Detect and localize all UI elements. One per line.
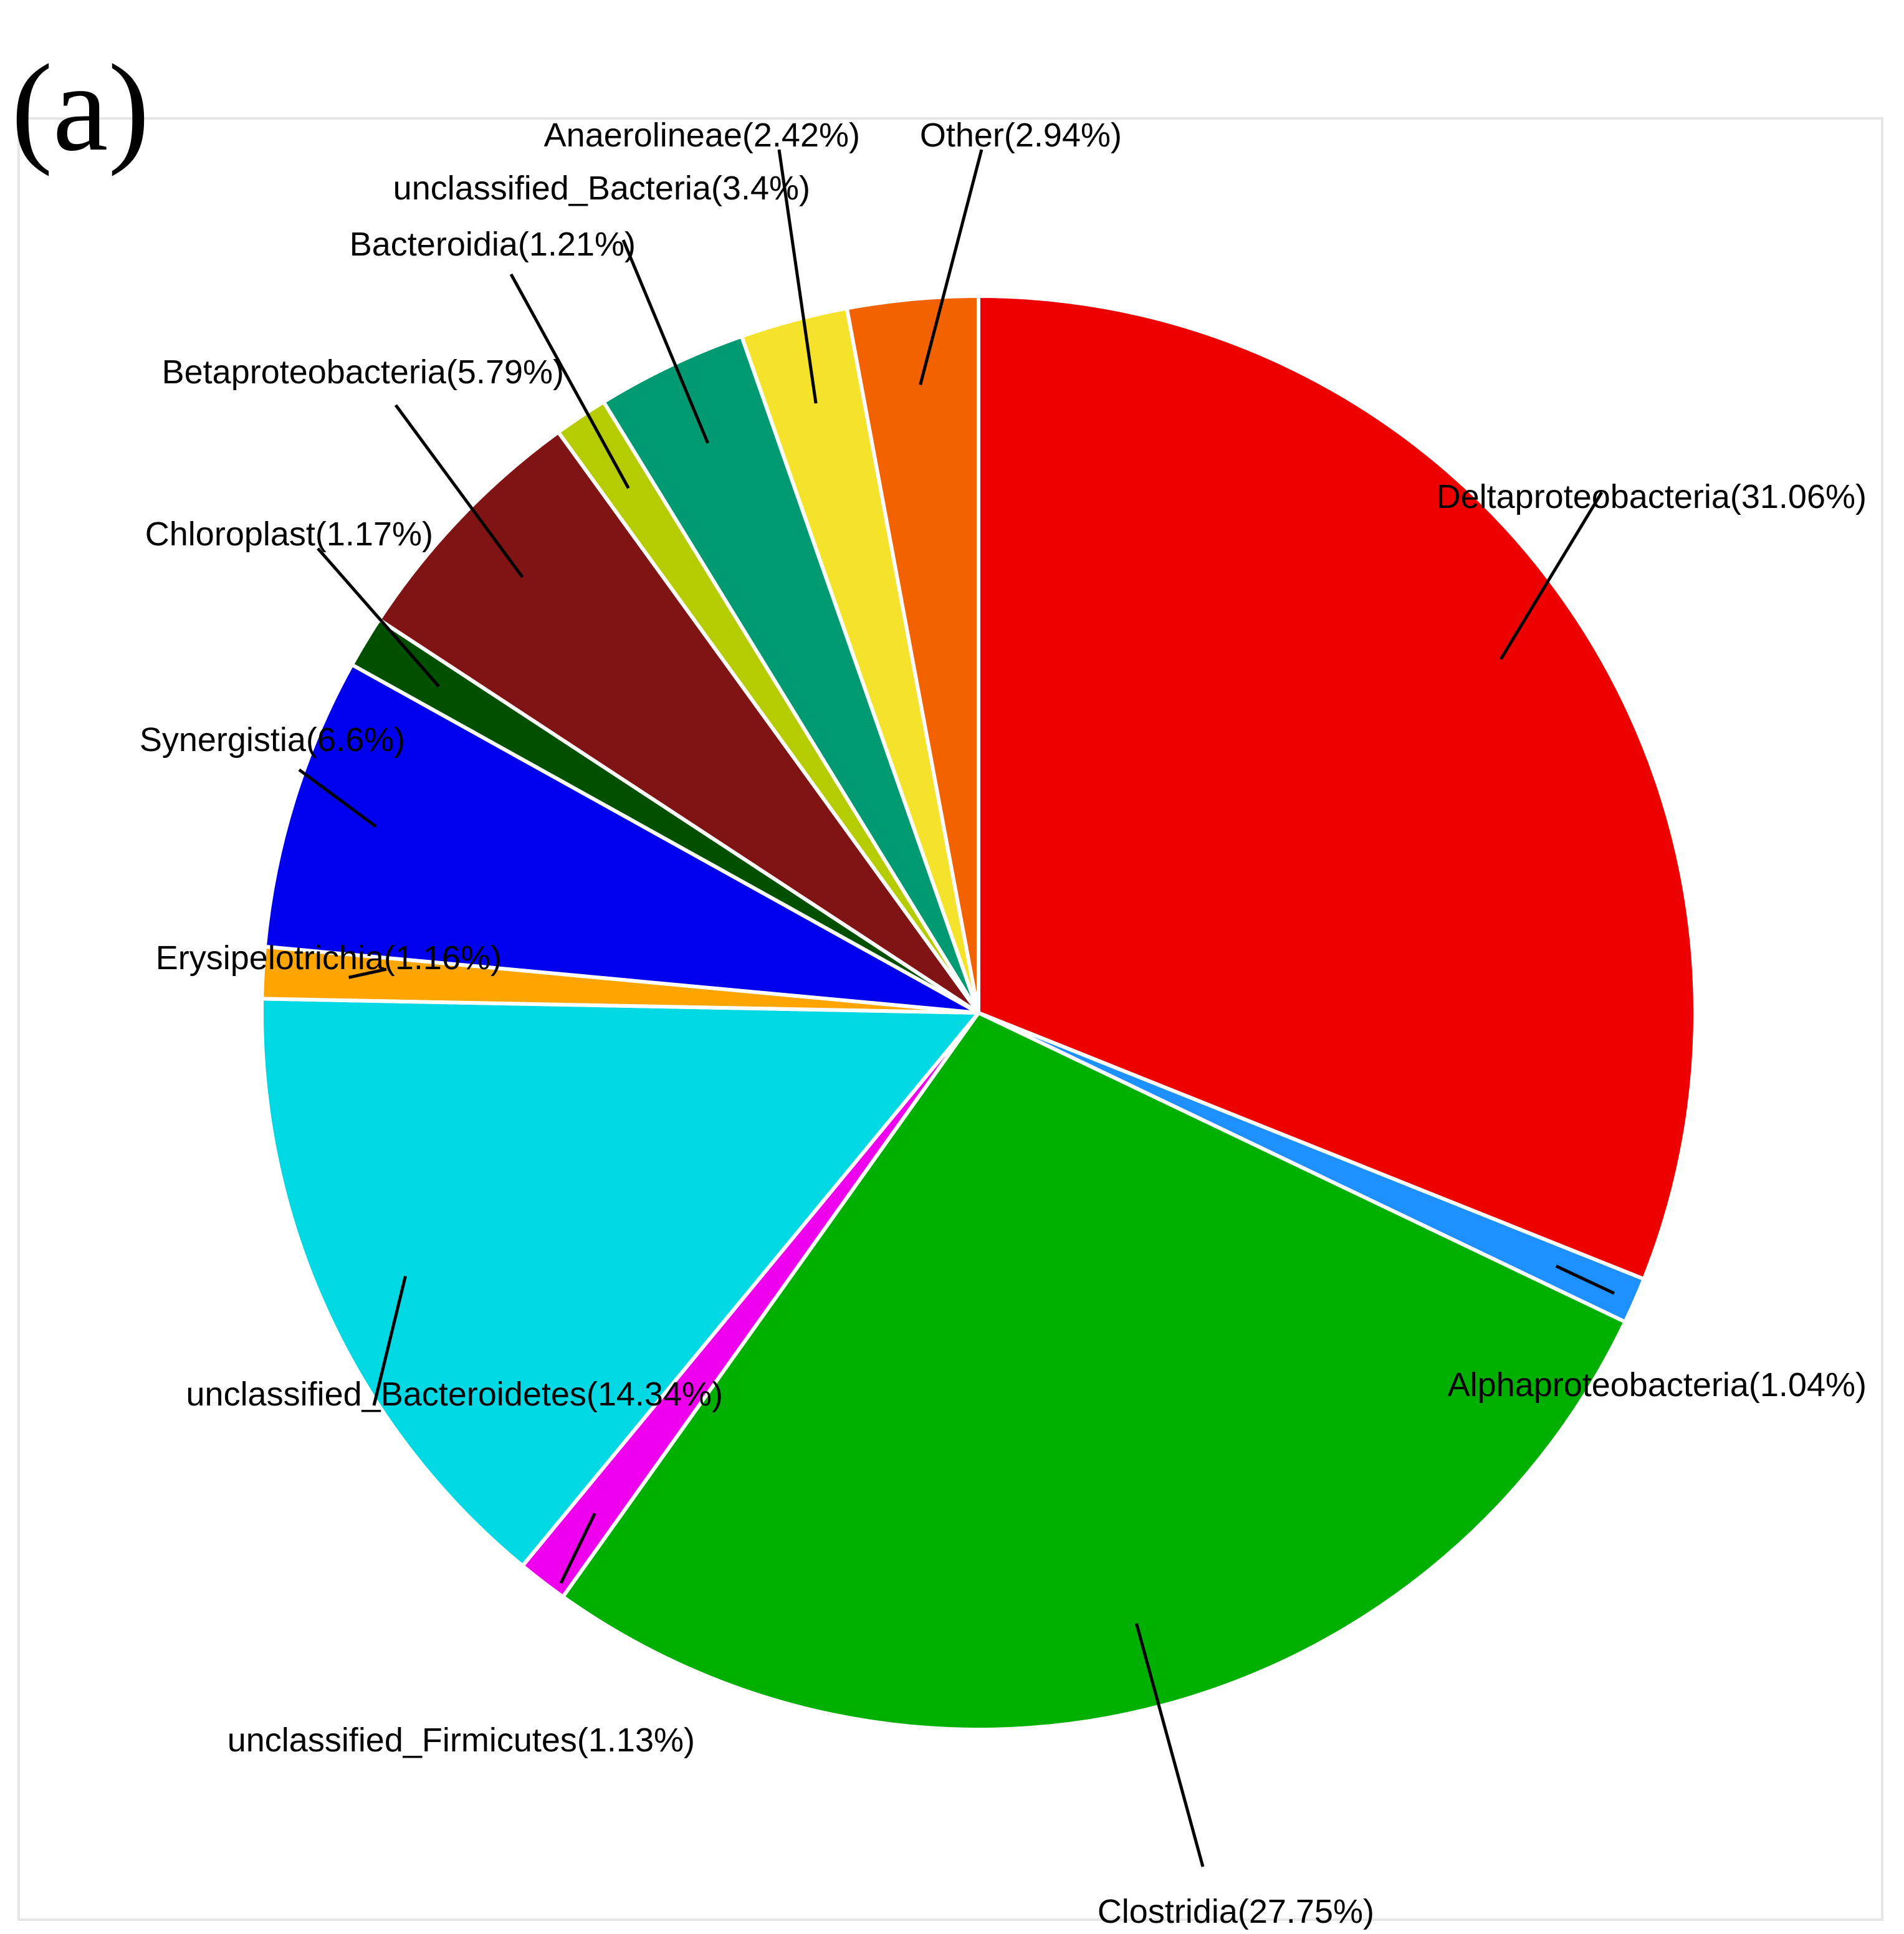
label-anaerolineae: Anaerolineae(2.42%) (544, 117, 860, 154)
leader-alphaproteobacteria (1555, 1265, 1615, 1295)
label-deltaproteobacteria: Deltaproteobacteria(31.06%) (1437, 478, 1867, 515)
label-chloroplast: Chloroplast(1.17%) (145, 515, 433, 553)
leader-betaproteobacteria (394, 404, 524, 578)
label-unclassified-bacteroidetes: unclassified_Bacteroidetes(14.34%) (186, 1376, 724, 1413)
label-unclassified-bacteria: unclassified_Bacteria(3.4%) (393, 170, 810, 207)
leader-other (919, 149, 983, 385)
label-unclassified-firmicutes: unclassified_Firmicutes(1.13%) (227, 1721, 695, 1759)
leader-synergistia (298, 768, 377, 828)
slice-synergistia (262, 663, 980, 1015)
label-bacteroidia: Bacteroidia(1.21%) (350, 226, 636, 263)
pie-slices (260, 294, 1697, 1731)
leader-lines (298, 149, 1615, 1867)
label-betaproteobacteria: Betaproteobacteria(5.79%) (162, 353, 564, 391)
slice-unclassified-bacteroidetes (260, 997, 980, 1568)
leader-chloroplast (317, 547, 440, 687)
label-synergistia: Synergistia(6.6%) (140, 721, 405, 759)
leader-unclassified-bacteria (621, 239, 710, 444)
label-alphaproteobacteria: Alphaproteobacteria(1.04%) (1448, 1366, 1867, 1404)
label-clostridia: Clostridia(27.75%) (1098, 1893, 1374, 1930)
leader-erysipelotrichia (348, 967, 387, 979)
slice-betaproteobacteria (377, 430, 980, 1015)
leader-anaerolineae (777, 149, 818, 404)
label-other: Other(2.94%) (920, 117, 1122, 154)
leader-bacteroidia (509, 273, 630, 489)
slice-deltaproteobacteria (977, 294, 1697, 1281)
plot-frame (17, 117, 1883, 1921)
label-erysipelotrichia: Erysipelotrichia(1.16%) (156, 939, 502, 977)
leader-unclassified-firmicutes (559, 1513, 596, 1584)
leader-clostridia (1135, 1623, 1205, 1867)
slice-other (844, 294, 980, 1015)
slice-labels: Deltaproteobacteria(31.06%) Alphaproteoba… (140, 117, 1867, 1930)
panel-label: (a) (11, 39, 150, 177)
slice-unclassified-bacteria (601, 334, 980, 1015)
leader-unclassified-bacteroidetes (372, 1276, 407, 1406)
leader-deltaproteobacteria (1499, 491, 1604, 660)
